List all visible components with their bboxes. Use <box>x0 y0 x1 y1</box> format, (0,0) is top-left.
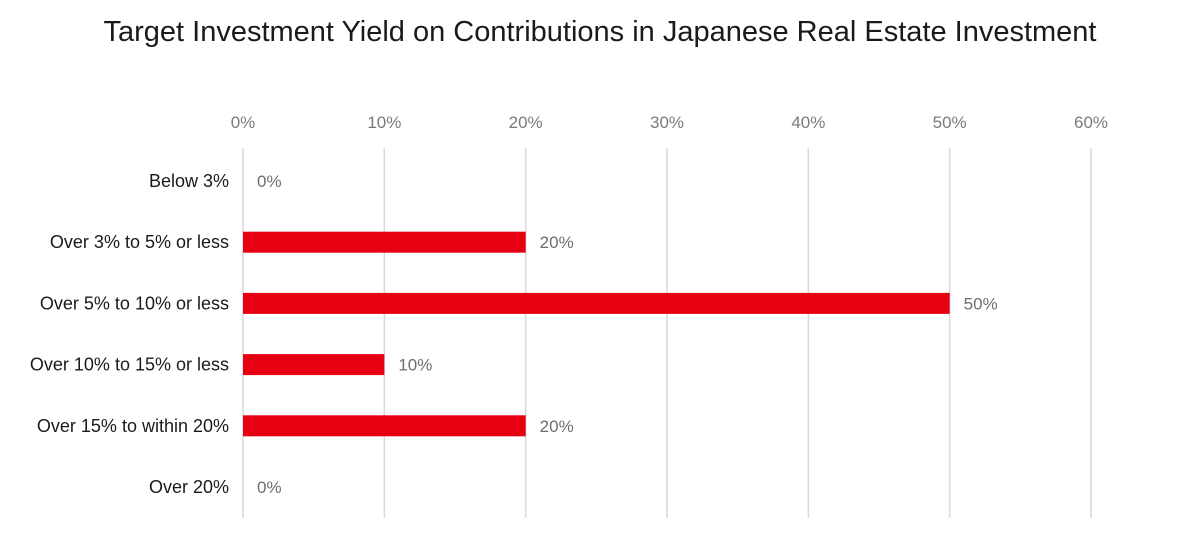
data-label: 0% <box>257 172 282 191</box>
data-label: 20% <box>540 233 574 252</box>
bar <box>243 354 385 376</box>
bar <box>243 292 950 314</box>
chart-title: Target Investment Yield on Contributions… <box>103 16 1097 48</box>
category-label: Over 3% to 5% or less <box>50 232 229 252</box>
x-tick-label: 50% <box>933 113 967 132</box>
category-label: Below 3% <box>149 171 229 191</box>
x-tick-label: 10% <box>367 113 401 132</box>
x-tick-label: 60% <box>1074 113 1108 132</box>
data-label: 20% <box>540 417 574 436</box>
data-label: 0% <box>257 478 282 497</box>
category-label: Over 5% to 10% or less <box>40 293 229 313</box>
x-tick-label: 40% <box>791 113 825 132</box>
x-tick-label: 0% <box>231 113 256 132</box>
bar <box>243 415 526 437</box>
x-tick-label: 30% <box>650 113 684 132</box>
data-label: 10% <box>398 356 432 375</box>
category-label: Over 20% <box>149 477 229 497</box>
bar <box>243 231 526 253</box>
category-label: Over 15% to within 20% <box>37 416 229 436</box>
data-label: 50% <box>964 294 998 313</box>
category-label: Over 10% to 15% or less <box>30 355 229 375</box>
x-tick-label: 20% <box>509 113 543 132</box>
